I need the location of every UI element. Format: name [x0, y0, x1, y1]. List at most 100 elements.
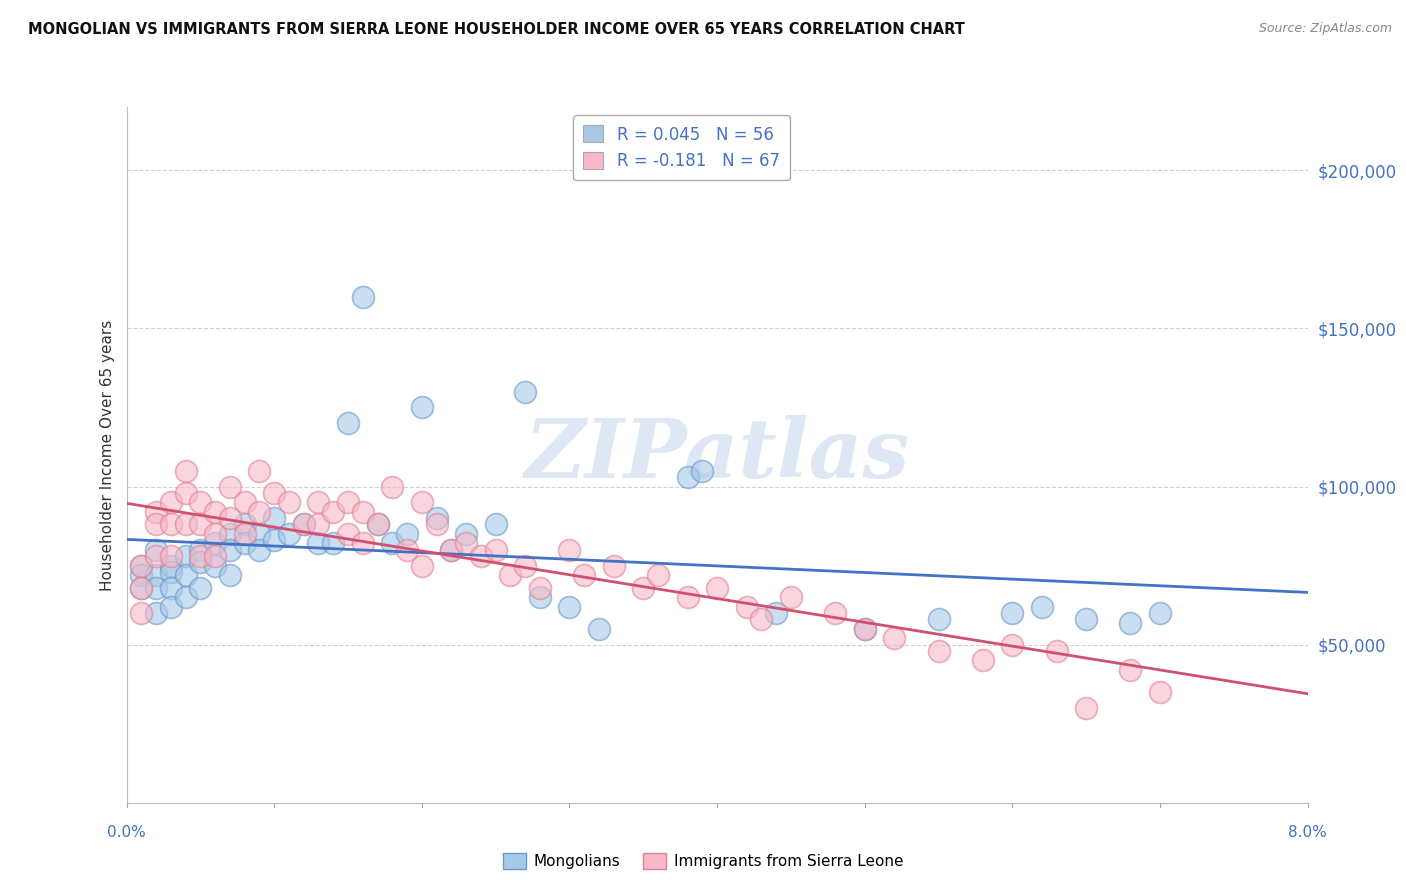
Point	[366, 517, 388, 532]
Point	[307, 536, 329, 550]
Point	[160, 495, 183, 509]
Point	[440, 542, 463, 557]
Point	[233, 517, 256, 532]
Point	[411, 558, 433, 573]
Point	[188, 581, 211, 595]
Point	[129, 606, 153, 620]
Point	[233, 536, 256, 550]
Point	[751, 612, 773, 626]
Point	[853, 622, 876, 636]
Point	[484, 517, 508, 532]
Point	[824, 606, 846, 620]
Point	[322, 536, 344, 550]
Point	[188, 542, 211, 557]
Point	[337, 527, 360, 541]
Point	[145, 505, 167, 519]
Point	[188, 549, 211, 563]
Point	[425, 511, 447, 525]
Point	[219, 568, 242, 582]
Point	[292, 517, 315, 532]
Point	[160, 549, 183, 563]
Point	[440, 542, 463, 557]
Point	[928, 644, 950, 658]
Point	[352, 536, 374, 550]
Point	[219, 527, 242, 541]
Point	[174, 517, 197, 532]
Point	[1031, 599, 1053, 614]
Point	[247, 505, 270, 519]
Point	[381, 536, 404, 550]
Legend: R = 0.045   N = 56, R = -0.181   N = 67: R = 0.045 N = 56, R = -0.181 N = 67	[574, 115, 790, 180]
Point	[1076, 701, 1098, 715]
Point	[676, 591, 699, 605]
Point	[247, 464, 270, 478]
Point	[337, 495, 360, 509]
Point	[307, 517, 329, 532]
Point	[558, 599, 581, 614]
Point	[1149, 606, 1171, 620]
Point	[204, 558, 226, 573]
Text: ZIPatlas: ZIPatlas	[524, 415, 910, 495]
Point	[928, 612, 950, 626]
Point	[188, 556, 211, 570]
Point	[204, 527, 226, 541]
Point	[129, 558, 153, 573]
Point	[145, 581, 167, 595]
Point	[765, 606, 787, 620]
Point	[247, 527, 270, 541]
Point	[337, 417, 360, 431]
Point	[145, 517, 167, 532]
Y-axis label: Householder Income Over 65 years: Householder Income Over 65 years	[100, 319, 115, 591]
Point	[529, 581, 551, 595]
Point	[883, 632, 905, 646]
Point	[188, 517, 211, 532]
Point	[174, 591, 197, 605]
Point	[188, 495, 211, 509]
Point	[1076, 612, 1098, 626]
Point	[735, 599, 758, 614]
Point	[411, 495, 433, 509]
Point	[529, 591, 551, 605]
Point	[160, 517, 183, 532]
Point	[484, 542, 508, 557]
Point	[145, 542, 167, 557]
Point	[647, 568, 669, 582]
Point	[396, 527, 419, 541]
Point	[366, 517, 388, 532]
Point	[278, 527, 301, 541]
Point	[574, 568, 596, 582]
Text: MONGOLIAN VS IMMIGRANTS FROM SIERRA LEONE HOUSEHOLDER INCOME OVER 65 YEARS CORRE: MONGOLIAN VS IMMIGRANTS FROM SIERRA LEON…	[28, 22, 965, 37]
Point	[853, 622, 876, 636]
Point	[233, 527, 256, 541]
Point	[292, 517, 315, 532]
Text: 0.0%: 0.0%	[107, 825, 146, 840]
Point	[381, 479, 404, 493]
Point	[396, 542, 419, 557]
Point	[174, 568, 197, 582]
Point	[972, 653, 994, 667]
Point	[322, 505, 344, 519]
Point	[174, 549, 197, 563]
Point	[219, 479, 242, 493]
Point	[263, 486, 285, 500]
Point	[204, 536, 226, 550]
Point	[129, 581, 153, 595]
Point	[633, 581, 655, 595]
Point	[263, 511, 285, 525]
Point	[219, 511, 242, 525]
Point	[307, 495, 329, 509]
Point	[352, 290, 374, 304]
Point	[263, 533, 285, 548]
Point	[1119, 663, 1142, 677]
Point	[174, 464, 197, 478]
Point	[247, 542, 270, 557]
Point	[470, 549, 492, 563]
Point	[160, 565, 183, 579]
Point	[588, 622, 610, 636]
Text: Source: ZipAtlas.com: Source: ZipAtlas.com	[1258, 22, 1392, 36]
Point	[558, 542, 581, 557]
Point	[515, 558, 537, 573]
Point	[1001, 638, 1024, 652]
Point	[233, 495, 256, 509]
Point	[515, 384, 537, 399]
